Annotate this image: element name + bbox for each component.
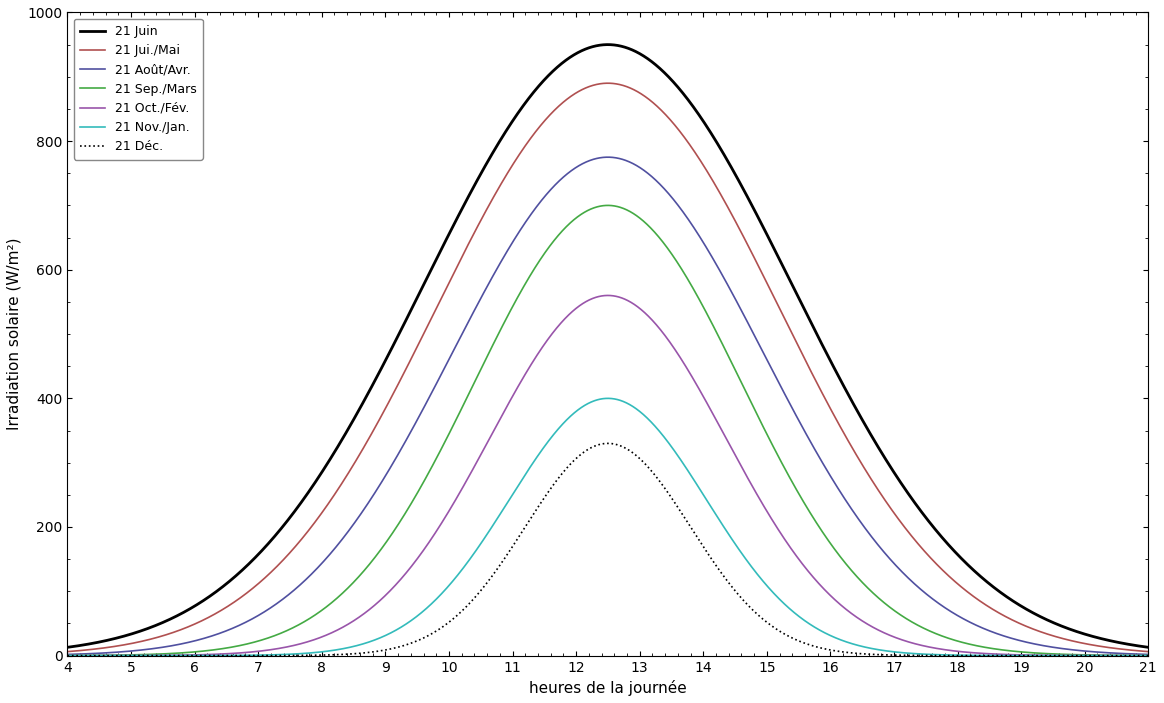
21 Jui./Mai <box>61 647 74 656</box>
21 Sep./Mars <box>1141 651 1155 659</box>
Line: 21 Déc.: 21 Déc. <box>68 444 1148 656</box>
21 Déc. <box>248 652 262 660</box>
21 Août/Avr. <box>248 613 262 621</box>
21 Jui./Mai <box>184 621 198 630</box>
21 Juin <box>521 94 535 103</box>
21 Oct./Fév. <box>1121 652 1135 660</box>
21 Déc. <box>475 585 489 593</box>
21 Oct./Fév. <box>248 647 262 656</box>
Line: 21 Juin: 21 Juin <box>68 44 1148 647</box>
21 Nov./Jan. <box>61 652 74 660</box>
Line: 21 Oct./Fév.: 21 Oct./Fév. <box>68 295 1148 656</box>
Line: 21 Août/Avr.: 21 Août/Avr. <box>68 157 1148 654</box>
21 Oct./Fév. <box>61 652 74 660</box>
21 Août/Avr. <box>1121 650 1135 658</box>
21 Déc. <box>1141 652 1155 660</box>
21 Août/Avr. <box>475 292 489 300</box>
21 Jui./Mai <box>1141 647 1155 656</box>
21 Jui./Mai <box>1005 615 1018 624</box>
21 Sep./Mars <box>601 201 615 209</box>
21 Jui./Mai <box>521 136 535 145</box>
21 Nov./Jan. <box>475 538 489 546</box>
21 Sep./Mars <box>1121 651 1135 659</box>
21 Déc. <box>184 652 198 660</box>
21 Août/Avr. <box>1005 634 1018 643</box>
21 Nov./Jan. <box>601 394 615 403</box>
21 Déc. <box>1121 652 1135 660</box>
21 Juin <box>1141 643 1155 652</box>
21 Nov./Jan. <box>184 652 198 660</box>
21 Nov./Jan. <box>248 651 262 659</box>
21 Août/Avr. <box>1141 650 1155 659</box>
21 Juin <box>1005 595 1018 604</box>
21 Jui./Mai <box>1121 645 1135 654</box>
21 Oct./Fév. <box>1141 652 1155 660</box>
21 Oct./Fév. <box>1005 650 1018 659</box>
21 Juin <box>601 40 615 49</box>
21 Juin <box>248 554 262 562</box>
21 Nov./Jan. <box>521 465 535 473</box>
21 Nov./Jan. <box>1121 652 1135 660</box>
21 Oct./Fév. <box>601 291 615 299</box>
Y-axis label: Irradiation solaire (W/m²): Irradiation solaire (W/m²) <box>7 238 22 430</box>
21 Août/Avr. <box>521 213 535 221</box>
21 Juin <box>475 167 489 176</box>
21 Nov./Jan. <box>1141 652 1155 660</box>
Line: 21 Sep./Mars: 21 Sep./Mars <box>68 205 1148 655</box>
21 Oct./Fév. <box>475 449 489 457</box>
21 Sep./Mars <box>248 638 262 646</box>
21 Juin <box>184 604 198 612</box>
21 Août/Avr. <box>184 638 198 646</box>
21 Nov./Jan. <box>1005 652 1018 660</box>
21 Août/Avr. <box>601 153 615 162</box>
21 Jui./Mai <box>475 214 489 223</box>
21 Déc. <box>521 517 535 526</box>
Line: 21 Jui./Mai: 21 Jui./Mai <box>68 83 1148 652</box>
21 Sep./Mars <box>475 363 489 371</box>
21 Déc. <box>61 652 74 660</box>
21 Déc. <box>1005 652 1018 660</box>
21 Déc. <box>601 439 615 448</box>
21 Juin <box>61 643 74 652</box>
Legend: 21 Juin, 21 Jui./Mai, 21 Août/Avr., 21 Sep./Mars, 21 Oct./Fév., 21 Nov./Jan., 21: 21 Juin, 21 Jui./Mai, 21 Août/Avr., 21 S… <box>73 19 203 160</box>
21 Jui./Mai <box>601 79 615 87</box>
21 Août/Avr. <box>61 650 74 659</box>
21 Sep./Mars <box>61 651 74 659</box>
21 Oct./Fév. <box>184 651 198 659</box>
X-axis label: heures de la journée: heures de la journée <box>528 680 687 696</box>
Line: 21 Nov./Jan.: 21 Nov./Jan. <box>68 399 1148 656</box>
21 Sep./Mars <box>1005 647 1018 655</box>
21 Jui./Mai <box>248 582 262 591</box>
21 Oct./Fév. <box>521 364 535 373</box>
21 Sep./Mars <box>184 648 198 657</box>
21 Juin <box>1121 640 1135 648</box>
21 Sep./Mars <box>521 273 535 282</box>
